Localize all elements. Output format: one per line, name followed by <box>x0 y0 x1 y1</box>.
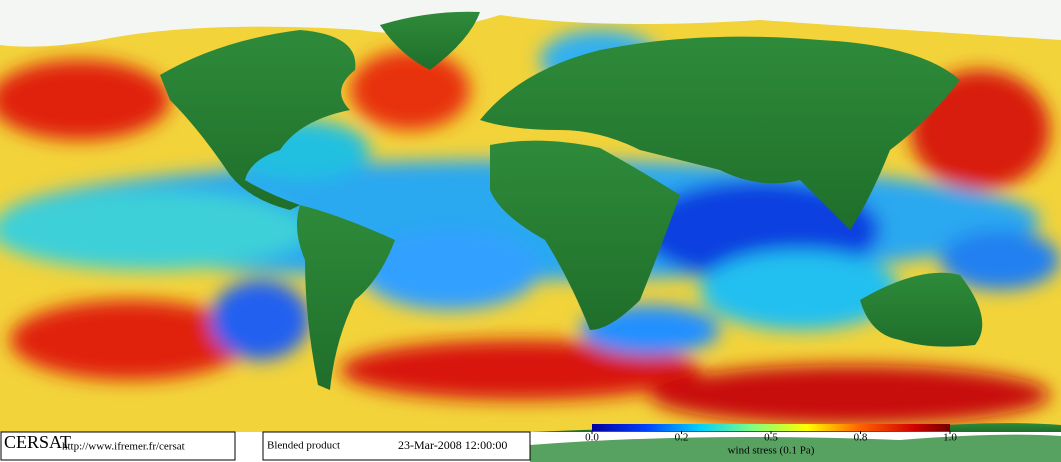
australia <box>860 272 983 347</box>
antarctica-footer <box>530 434 1061 462</box>
colorbar-tick-label: 0.0 <box>585 432 599 444</box>
colorbar-tick-label: 0.5 <box>764 432 778 444</box>
logo-box <box>0 431 236 461</box>
map-area <box>0 0 1061 432</box>
colorbar-tick-label: 0.8 <box>854 432 868 444</box>
colorbar <box>592 424 950 431</box>
south-america <box>296 205 395 390</box>
north-america <box>160 30 356 210</box>
colorbar-tick-label: 0.2 <box>675 432 689 444</box>
url: http://www.ifremer.fr/cersat <box>62 441 185 453</box>
greenland <box>380 11 480 70</box>
legend-label: wind stress (0.1 Pa) <box>728 445 815 457</box>
logo: CERSAT <box>4 432 71 452</box>
colorbar-tick-label: 1.0 <box>943 432 957 444</box>
colorbar-ticks: 0.0 0.2 0.5 0.8 1.0 <box>585 431 957 444</box>
product-box <box>262 431 531 461</box>
polar-ice <box>0 0 1061 47</box>
product: Blended product <box>267 440 340 452</box>
eurasia <box>480 36 960 231</box>
africa <box>490 140 680 330</box>
date: 23-Mar-2008 12:00:00 <box>398 438 507 452</box>
